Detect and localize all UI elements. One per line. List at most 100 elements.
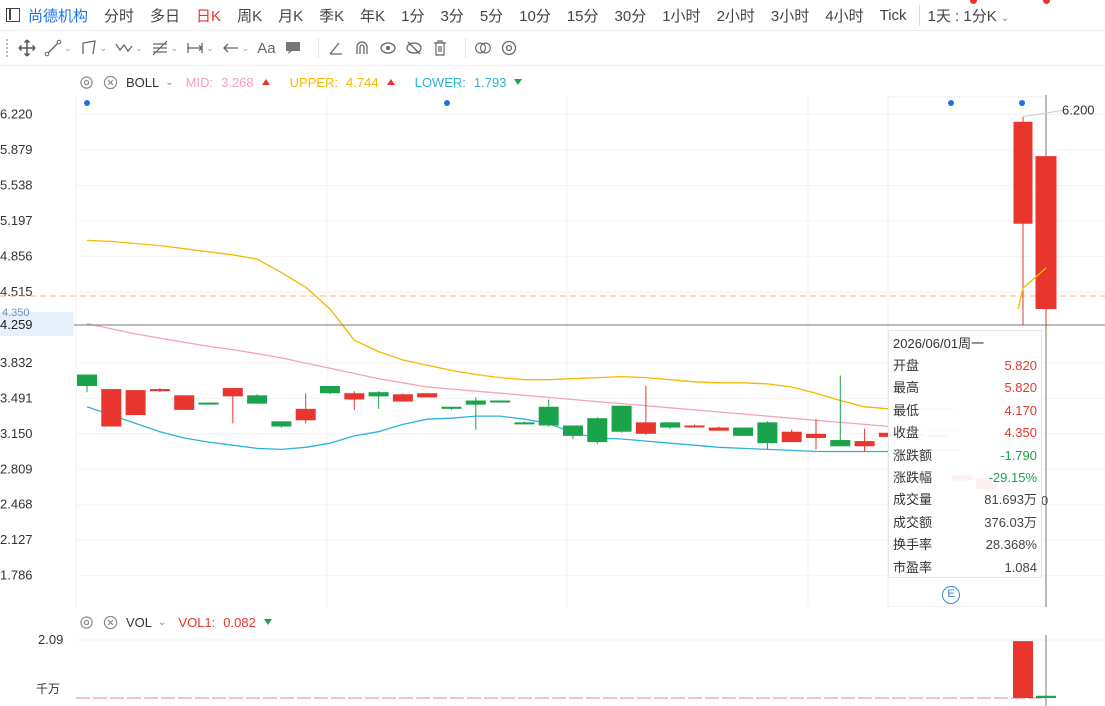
tooltip-row: 涨跌额 -1.790: [893, 445, 1037, 467]
candle-body: [490, 400, 511, 403]
tooltip-label: 最高: [893, 380, 920, 396]
price-tick-label: 3.832: [0, 355, 33, 370]
settings-icon[interactable]: [500, 37, 518, 59]
trash-icon[interactable]: [431, 37, 449, 59]
tooltip-label: 换手率: [893, 537, 933, 553]
magnet-icon[interactable]: [353, 37, 371, 59]
tooltip-label: 涨跌幅: [893, 469, 933, 485]
period-tab[interactable]: 分时: [104, 7, 135, 25]
price-tick-label: 3.150: [0, 426, 33, 441]
tooltip-value: 5.820: [1004, 380, 1037, 396]
period-tab[interactable]: 1小时: [662, 7, 701, 25]
period-tab[interactable]: 3小时: [770, 7, 810, 25]
notification-dot: [1043, 0, 1050, 4]
marker-dot: [84, 100, 90, 106]
price-tick-label: 5.538: [0, 177, 33, 192]
candle-body: [295, 408, 316, 421]
candle-body: [465, 400, 486, 405]
period-tab[interactable]: Tick: [879, 6, 907, 24]
settings-icon[interactable]: [78, 614, 94, 630]
up-arrow-icon: [386, 79, 395, 85]
period-tab[interactable]: 5分: [479, 7, 504, 25]
period-tab[interactable]: 季K: [319, 7, 345, 25]
candle-body: [222, 388, 243, 397]
candle-body: [271, 421, 292, 427]
period-tab[interactable]: 10分: [519, 7, 551, 25]
period-tab[interactable]: 1分: [401, 7, 425, 25]
chevron-down-icon: ⌄: [1000, 12, 1010, 24]
price-tick-label: 3.491: [0, 390, 33, 405]
event-badge[interactable]: E: [942, 586, 960, 604]
tooltip-value: 81.693万: [984, 492, 1037, 508]
wave-icon[interactable]: ⌄: [115, 37, 143, 59]
fibonacci-icon[interactable]: ⌄: [151, 37, 178, 59]
period-tab[interactable]: 2小时: [716, 7, 755, 25]
price-tick-label: 5.197: [0, 213, 33, 228]
measure-icon[interactable]: ⌄: [186, 37, 214, 59]
candle-body: [538, 406, 559, 426]
close-icon[interactable]: [102, 74, 118, 90]
period-tab[interactable]: 周K: [237, 7, 263, 25]
candle-body: [417, 393, 438, 398]
settings-icon[interactable]: [78, 74, 94, 90]
toolbar-divider: [464, 38, 466, 58]
candle-body: [368, 392, 389, 397]
text-icon[interactable]: Aa: [257, 37, 275, 59]
volume-bar: [1013, 641, 1033, 698]
candle-body: [830, 440, 851, 447]
candle-tooltip: 2026/06/01周一 开盘 5.820 最高 5.820 最低 4.170 收盘 4…: [888, 330, 1042, 578]
comment-icon[interactable]: [284, 37, 302, 59]
price-tick-label: 5.879: [0, 142, 33, 157]
stock-name[interactable]: 尚德机构: [28, 7, 89, 25]
period-tab[interactable]: 15分: [566, 7, 599, 25]
marker-dot: [1019, 100, 1025, 106]
candle-body: [125, 390, 146, 416]
chevron-down-icon[interactable]: ⌄: [165, 76, 174, 88]
custom-period-label: 1天 : 1分K: [927, 7, 997, 25]
price-tick-label: 2.468: [0, 497, 33, 512]
period-tab[interactable]: 4小时: [825, 7, 864, 25]
candle-body: [708, 427, 729, 431]
candle-body: [635, 422, 656, 434]
period-tab[interactable]: 年K: [360, 7, 386, 25]
indicator-name: VOL: [126, 614, 153, 630]
eye-lock-icon[interactable]: [379, 37, 397, 59]
toolbar-divider: [317, 38, 319, 58]
ruler-icon[interactable]: [327, 37, 345, 59]
period-tab[interactable]: 30分: [614, 7, 647, 25]
candle-body: [149, 389, 170, 392]
tooltip-label: 涨跌额: [893, 447, 933, 463]
period-tab[interactable]: 月K: [278, 7, 304, 25]
eye-hide-icon[interactable]: [405, 37, 423, 59]
boll-upper-line: [86, 239, 962, 410]
overlay-icon[interactable]: [474, 37, 492, 59]
arrow-left-icon[interactable]: ⌄: [222, 37, 249, 59]
volume-chart[interactable]: 2.09 千万: [0, 635, 1105, 706]
high-price-label: 6.200: [1062, 102, 1095, 117]
panel-toggle-icon[interactable]: [6, 8, 20, 22]
tooltip-value: 376.03万: [984, 514, 1037, 530]
boll-upper-tail: [1017, 267, 1047, 310]
line-icon[interactable]: ⌄: [44, 37, 72, 59]
candle-body: [660, 422, 681, 428]
boll-mid-label: MID:: [185, 74, 214, 90]
channel-icon[interactable]: ⌄: [80, 37, 107, 59]
candle-body: [247, 395, 268, 404]
period-tab[interactable]: 3分: [440, 7, 464, 25]
tooltip-row: 最高 5.820: [893, 377, 1037, 399]
close-icon[interactable]: [102, 614, 118, 630]
boll-lower-label: LOWER:: [414, 74, 466, 90]
candle-body: [514, 422, 535, 425]
drag-handle[interactable]: [6, 39, 12, 57]
tooltip-label: 收盘: [893, 425, 920, 441]
boll-upper-label: UPPER:: [289, 74, 339, 90]
period-tab[interactable]: 多日: [150, 7, 181, 25]
custom-period-dropdown[interactable]: 1天 : 1分K ⌄: [918, 4, 1010, 26]
chevron-down-icon[interactable]: ⌄: [158, 616, 167, 628]
move-icon[interactable]: [18, 37, 36, 59]
marker-dot: [948, 100, 954, 106]
period-tab-active[interactable]: 日K: [196, 7, 222, 25]
volume-axis-label: 2.09: [38, 635, 63, 647]
price-tick-label: 2.127: [0, 532, 33, 547]
tooltip-value: 28.368%: [985, 537, 1037, 553]
